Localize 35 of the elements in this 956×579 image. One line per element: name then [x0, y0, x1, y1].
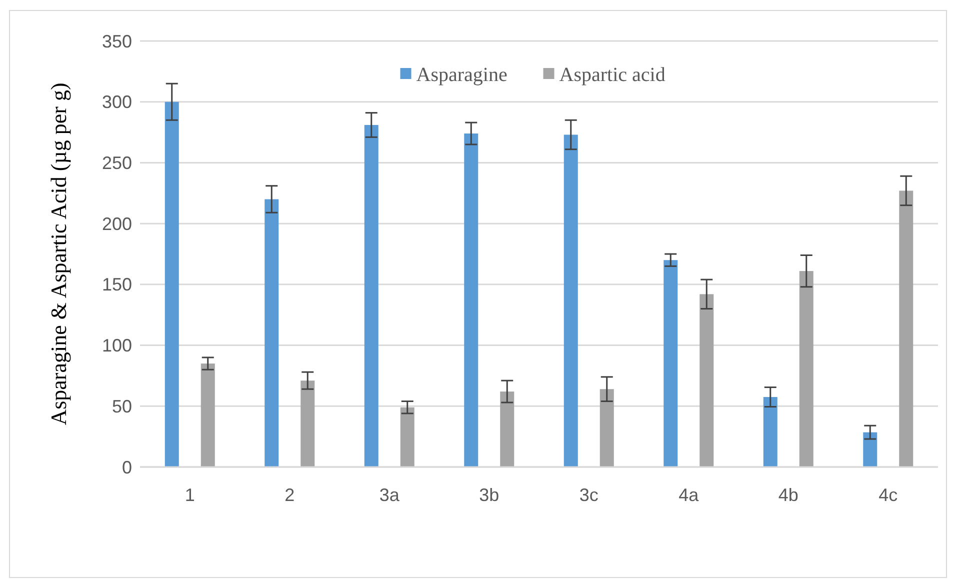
bar	[200, 364, 215, 467]
bar	[763, 397, 778, 467]
y-tick-label: 350	[102, 31, 132, 52]
x-tick-label: 4c	[878, 485, 898, 505]
legend-label: Asparagine	[416, 64, 508, 86]
bar	[464, 134, 478, 467]
bar	[364, 124, 378, 467]
bar	[799, 271, 814, 467]
y-tick-label: 0	[122, 457, 132, 478]
bar	[600, 389, 614, 467]
bar	[300, 380, 315, 467]
y-axis-title: Asparagine & Aspartic Acid (µg per g)	[46, 82, 71, 426]
bar	[564, 134, 578, 467]
x-tick-label: 4a	[678, 485, 700, 505]
bar	[700, 294, 714, 467]
legend-label: Aspartic acid	[559, 64, 666, 86]
y-tick-label: 100	[102, 336, 132, 356]
bar	[500, 392, 514, 467]
x-tick-label: 3c	[579, 485, 598, 505]
x-tick-label: 2	[284, 485, 295, 505]
bar	[264, 199, 279, 467]
bar	[899, 190, 914, 467]
y-tick-label: 150	[102, 274, 132, 295]
y-tick-label: 300	[102, 92, 132, 112]
x-tick-label: 3b	[479, 485, 500, 505]
bar	[863, 432, 878, 467]
y-tick-label: 200	[102, 214, 132, 234]
x-tick-label: 3a	[379, 485, 400, 505]
y-tick-label: 50	[112, 396, 132, 416]
bar	[400, 407, 414, 467]
bar	[664, 260, 678, 467]
x-tick-label: 1	[184, 485, 195, 505]
y-tick-label: 250	[102, 153, 132, 174]
x-tick-label: 4b	[778, 485, 798, 505]
bar	[164, 102, 179, 467]
